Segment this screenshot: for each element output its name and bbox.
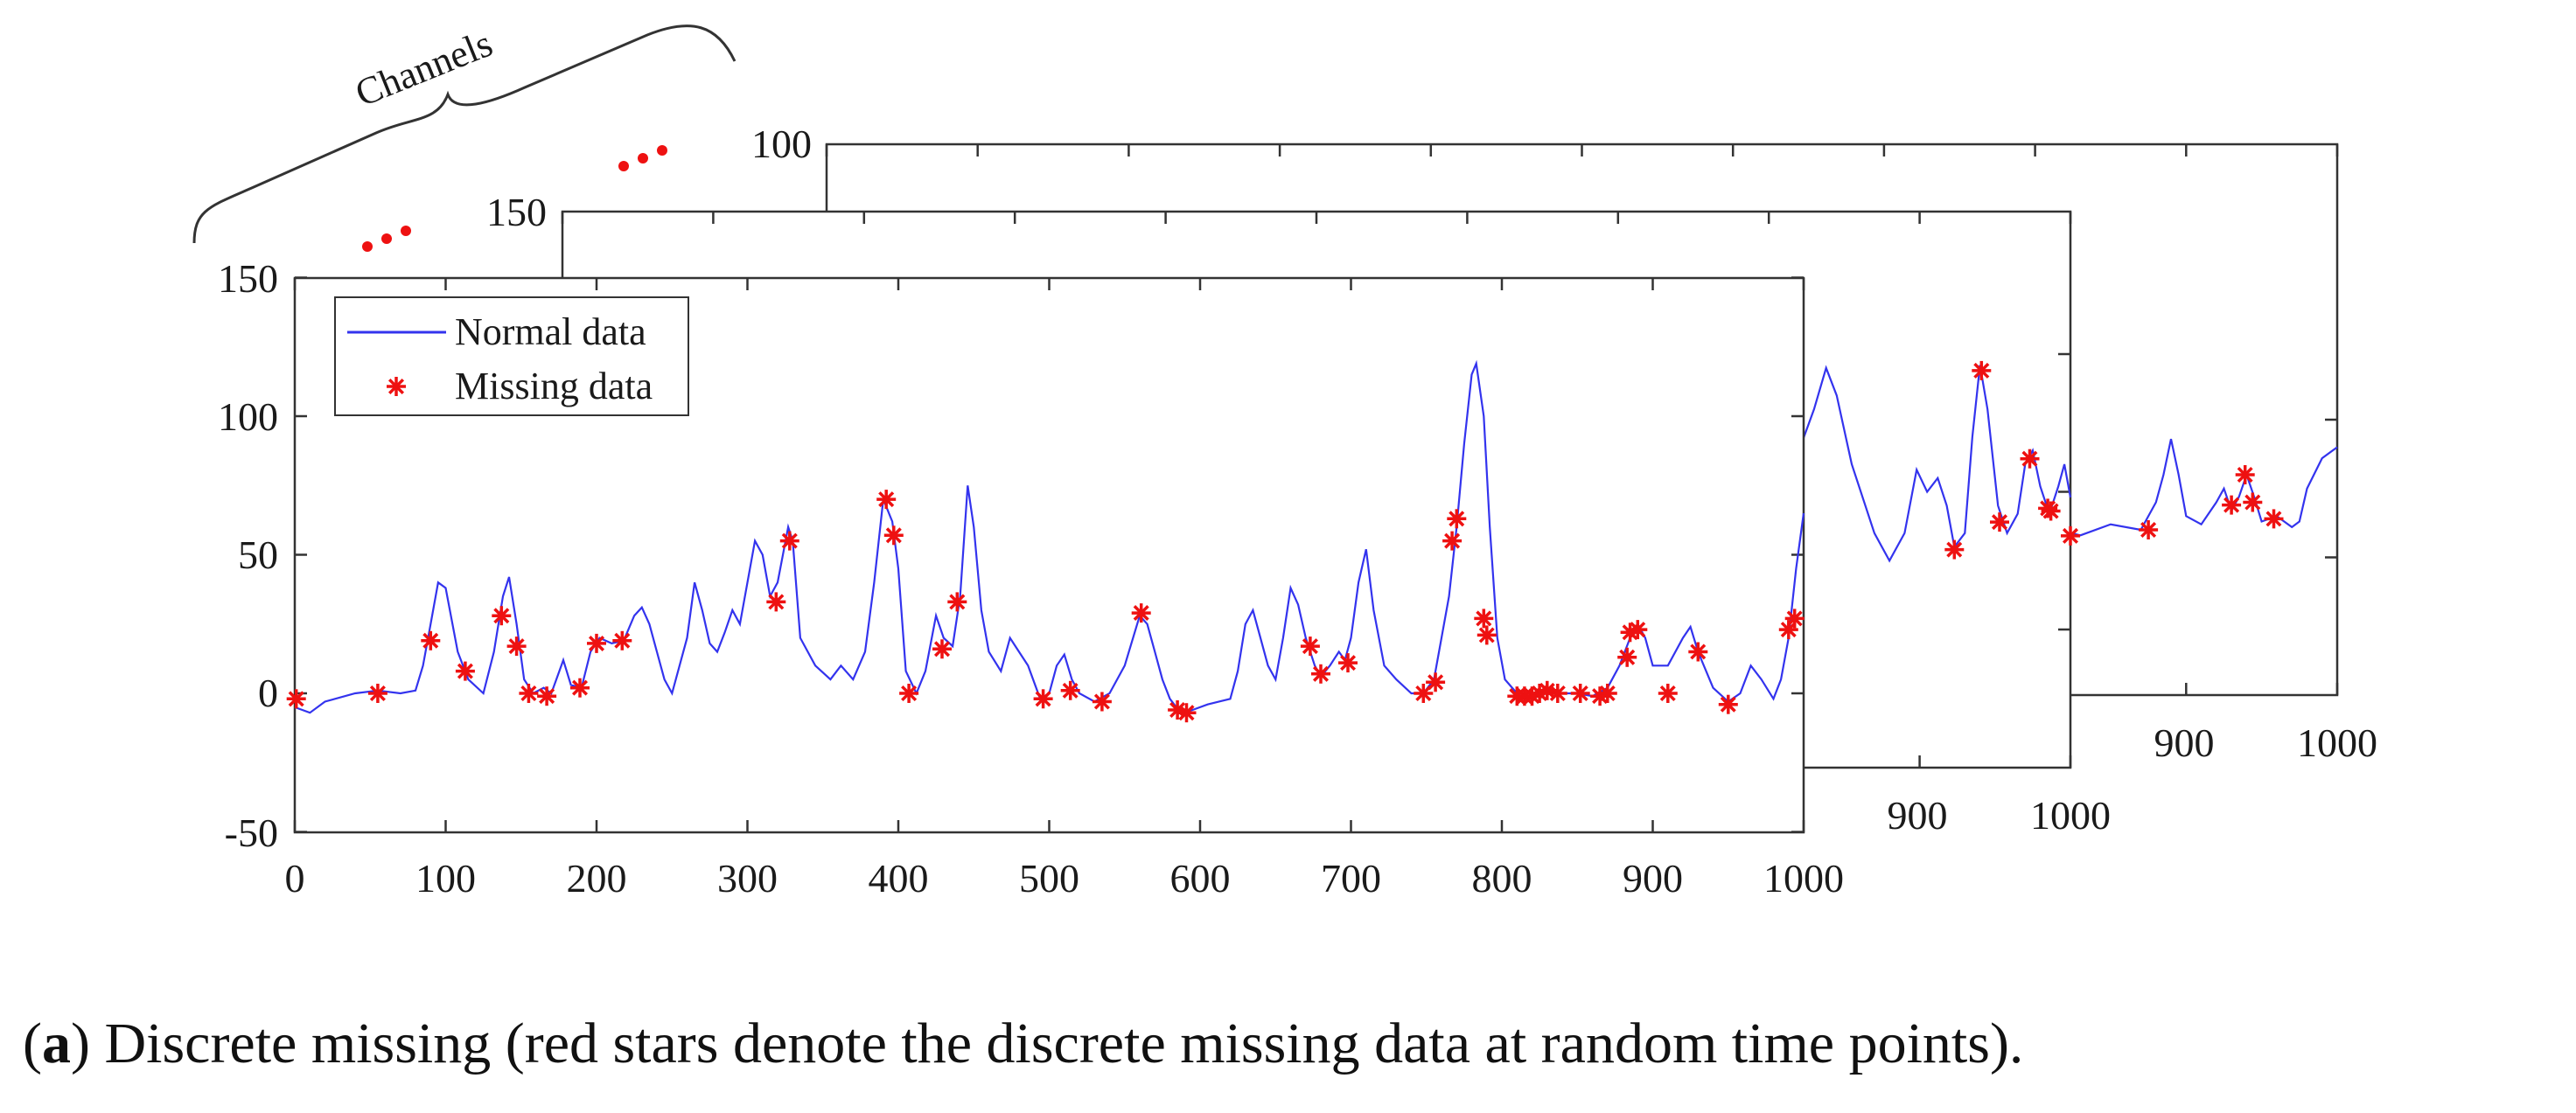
missing-data-point <box>1414 684 1434 703</box>
figure-caption: (a) Discrete missing (red stars denote t… <box>23 1012 2023 1075</box>
xtick-label-600: 600 <box>1170 856 1231 901</box>
missing-data-point <box>492 606 512 626</box>
missing-data-point <box>1092 692 1112 712</box>
missing-data-point <box>519 684 539 703</box>
panel-back-xtick-900: 900 <box>2154 720 2215 765</box>
missing-data-point <box>612 630 632 650</box>
xtick-label-1000: 1000 <box>1763 856 1844 901</box>
missing-data-point <box>2264 509 2284 529</box>
missing-data-point <box>455 661 475 681</box>
missing-data-point <box>421 630 441 650</box>
missing-data-point <box>1784 609 1805 629</box>
missing-data-point <box>367 684 387 703</box>
missing-data-point <box>2139 520 2159 539</box>
missing-data-point <box>1944 539 1965 560</box>
missing-data-point <box>883 525 904 546</box>
xtick-label-0: 0 <box>285 856 305 901</box>
missing-data-point <box>1474 609 1494 629</box>
missing-data-point <box>537 686 557 706</box>
missing-data-point <box>876 490 897 510</box>
panel-back-ylabel: 100 <box>751 122 812 166</box>
missing-data-point <box>1300 636 1320 657</box>
missing-data-point <box>932 639 952 659</box>
channels-brace <box>192 24 736 244</box>
legend-missing-label: Missing data <box>455 365 653 407</box>
missing-data-point <box>1530 684 1550 703</box>
xtick-label-800: 800 <box>1472 856 1532 901</box>
ytick-label-neg50: -50 <box>225 810 278 855</box>
missing-data-point <box>2061 525 2080 546</box>
missing-data-point <box>1570 684 1590 703</box>
missing-data-point <box>1597 684 1617 703</box>
missing-data-point <box>1442 531 1463 551</box>
missing-data-point <box>899 684 919 703</box>
xtick-label-300: 300 <box>717 856 778 901</box>
missing-data-point <box>1176 703 1197 723</box>
missing-data-point <box>506 636 527 657</box>
ytick-label-0: 0 <box>258 671 278 715</box>
missing-data-point <box>2235 465 2255 484</box>
legend-star-mark <box>387 377 406 396</box>
ellipsis-dot <box>618 161 629 171</box>
missing-data-point <box>1426 672 1446 692</box>
xtick-label-900: 900 <box>1623 856 1683 901</box>
panel-back-xtick-1000: 1000 <box>2297 720 2377 765</box>
legend-missing-star <box>387 377 406 396</box>
ellipsis-dot <box>401 226 411 236</box>
missing-data-point <box>1060 680 1080 700</box>
missing-data-point <box>1547 684 1567 703</box>
ytick-label-150: 150 <box>218 256 278 301</box>
missing-data-point <box>1447 509 1467 529</box>
missing-data-point <box>286 689 306 709</box>
panel-front-plot <box>286 359 1805 723</box>
panel-middle-xtick-1000: 1000 <box>2030 793 2111 838</box>
missing-data-point <box>779 531 799 551</box>
missing-data-point <box>2041 501 2061 521</box>
missing-data-point <box>766 592 786 612</box>
missing-data-point <box>1131 603 1151 623</box>
missing-data-point <box>1311 664 1330 684</box>
missing-data-point <box>1628 620 1648 640</box>
panel-front: 150 100 50 0 -50 0 100 200 300 400 500 6… <box>218 256 1844 901</box>
xtick-label-700: 700 <box>1321 856 1381 901</box>
caption-bold: a <box>42 1012 71 1075</box>
ytick-label-50: 50 <box>238 532 278 577</box>
missing-data-point <box>1990 512 2009 532</box>
channels-label: Channels <box>349 22 498 115</box>
missing-data-point <box>1688 642 1708 662</box>
missing-data-point <box>1718 694 1738 714</box>
missing-data-point <box>2243 492 2263 512</box>
ellipsis-dot <box>638 153 648 163</box>
xtick-label-500: 500 <box>1019 856 1079 901</box>
missing-data-point <box>1033 689 1053 709</box>
ellipsis-dot <box>657 145 667 156</box>
panel-middle-xtick-900: 900 <box>1888 793 1948 838</box>
missing-data-point <box>1476 625 1497 645</box>
missing-data-point <box>570 678 590 698</box>
legend-normal-label: Normal data <box>455 310 646 353</box>
legend-box <box>334 296 689 416</box>
missing-data-point <box>947 592 967 612</box>
ytick-label-100: 100 <box>218 394 278 439</box>
caption-text: Discrete missing (red stars denote the d… <box>104 1012 2023 1075</box>
ellipsis-dot <box>362 241 373 252</box>
missing-data-point <box>1617 647 1637 667</box>
xtick-label-100: 100 <box>415 856 476 901</box>
panel-middle-ylabel: 150 <box>486 190 547 234</box>
missing-data-point <box>2222 495 2242 515</box>
missing-data-point <box>1972 360 1992 380</box>
legend: Normal data Missing data <box>334 296 689 416</box>
missing-data-point <box>1658 684 1678 703</box>
missing-data-point <box>1338 653 1358 673</box>
more-channels-dots-lower <box>362 226 411 252</box>
more-channels-dots-upper <box>618 145 667 171</box>
missing-data-point <box>587 633 606 653</box>
ellipsis-dot <box>381 233 392 244</box>
xtick-label-400: 400 <box>869 856 929 901</box>
xtick-label-200: 200 <box>567 856 627 901</box>
missing-data-point <box>2020 449 2040 469</box>
